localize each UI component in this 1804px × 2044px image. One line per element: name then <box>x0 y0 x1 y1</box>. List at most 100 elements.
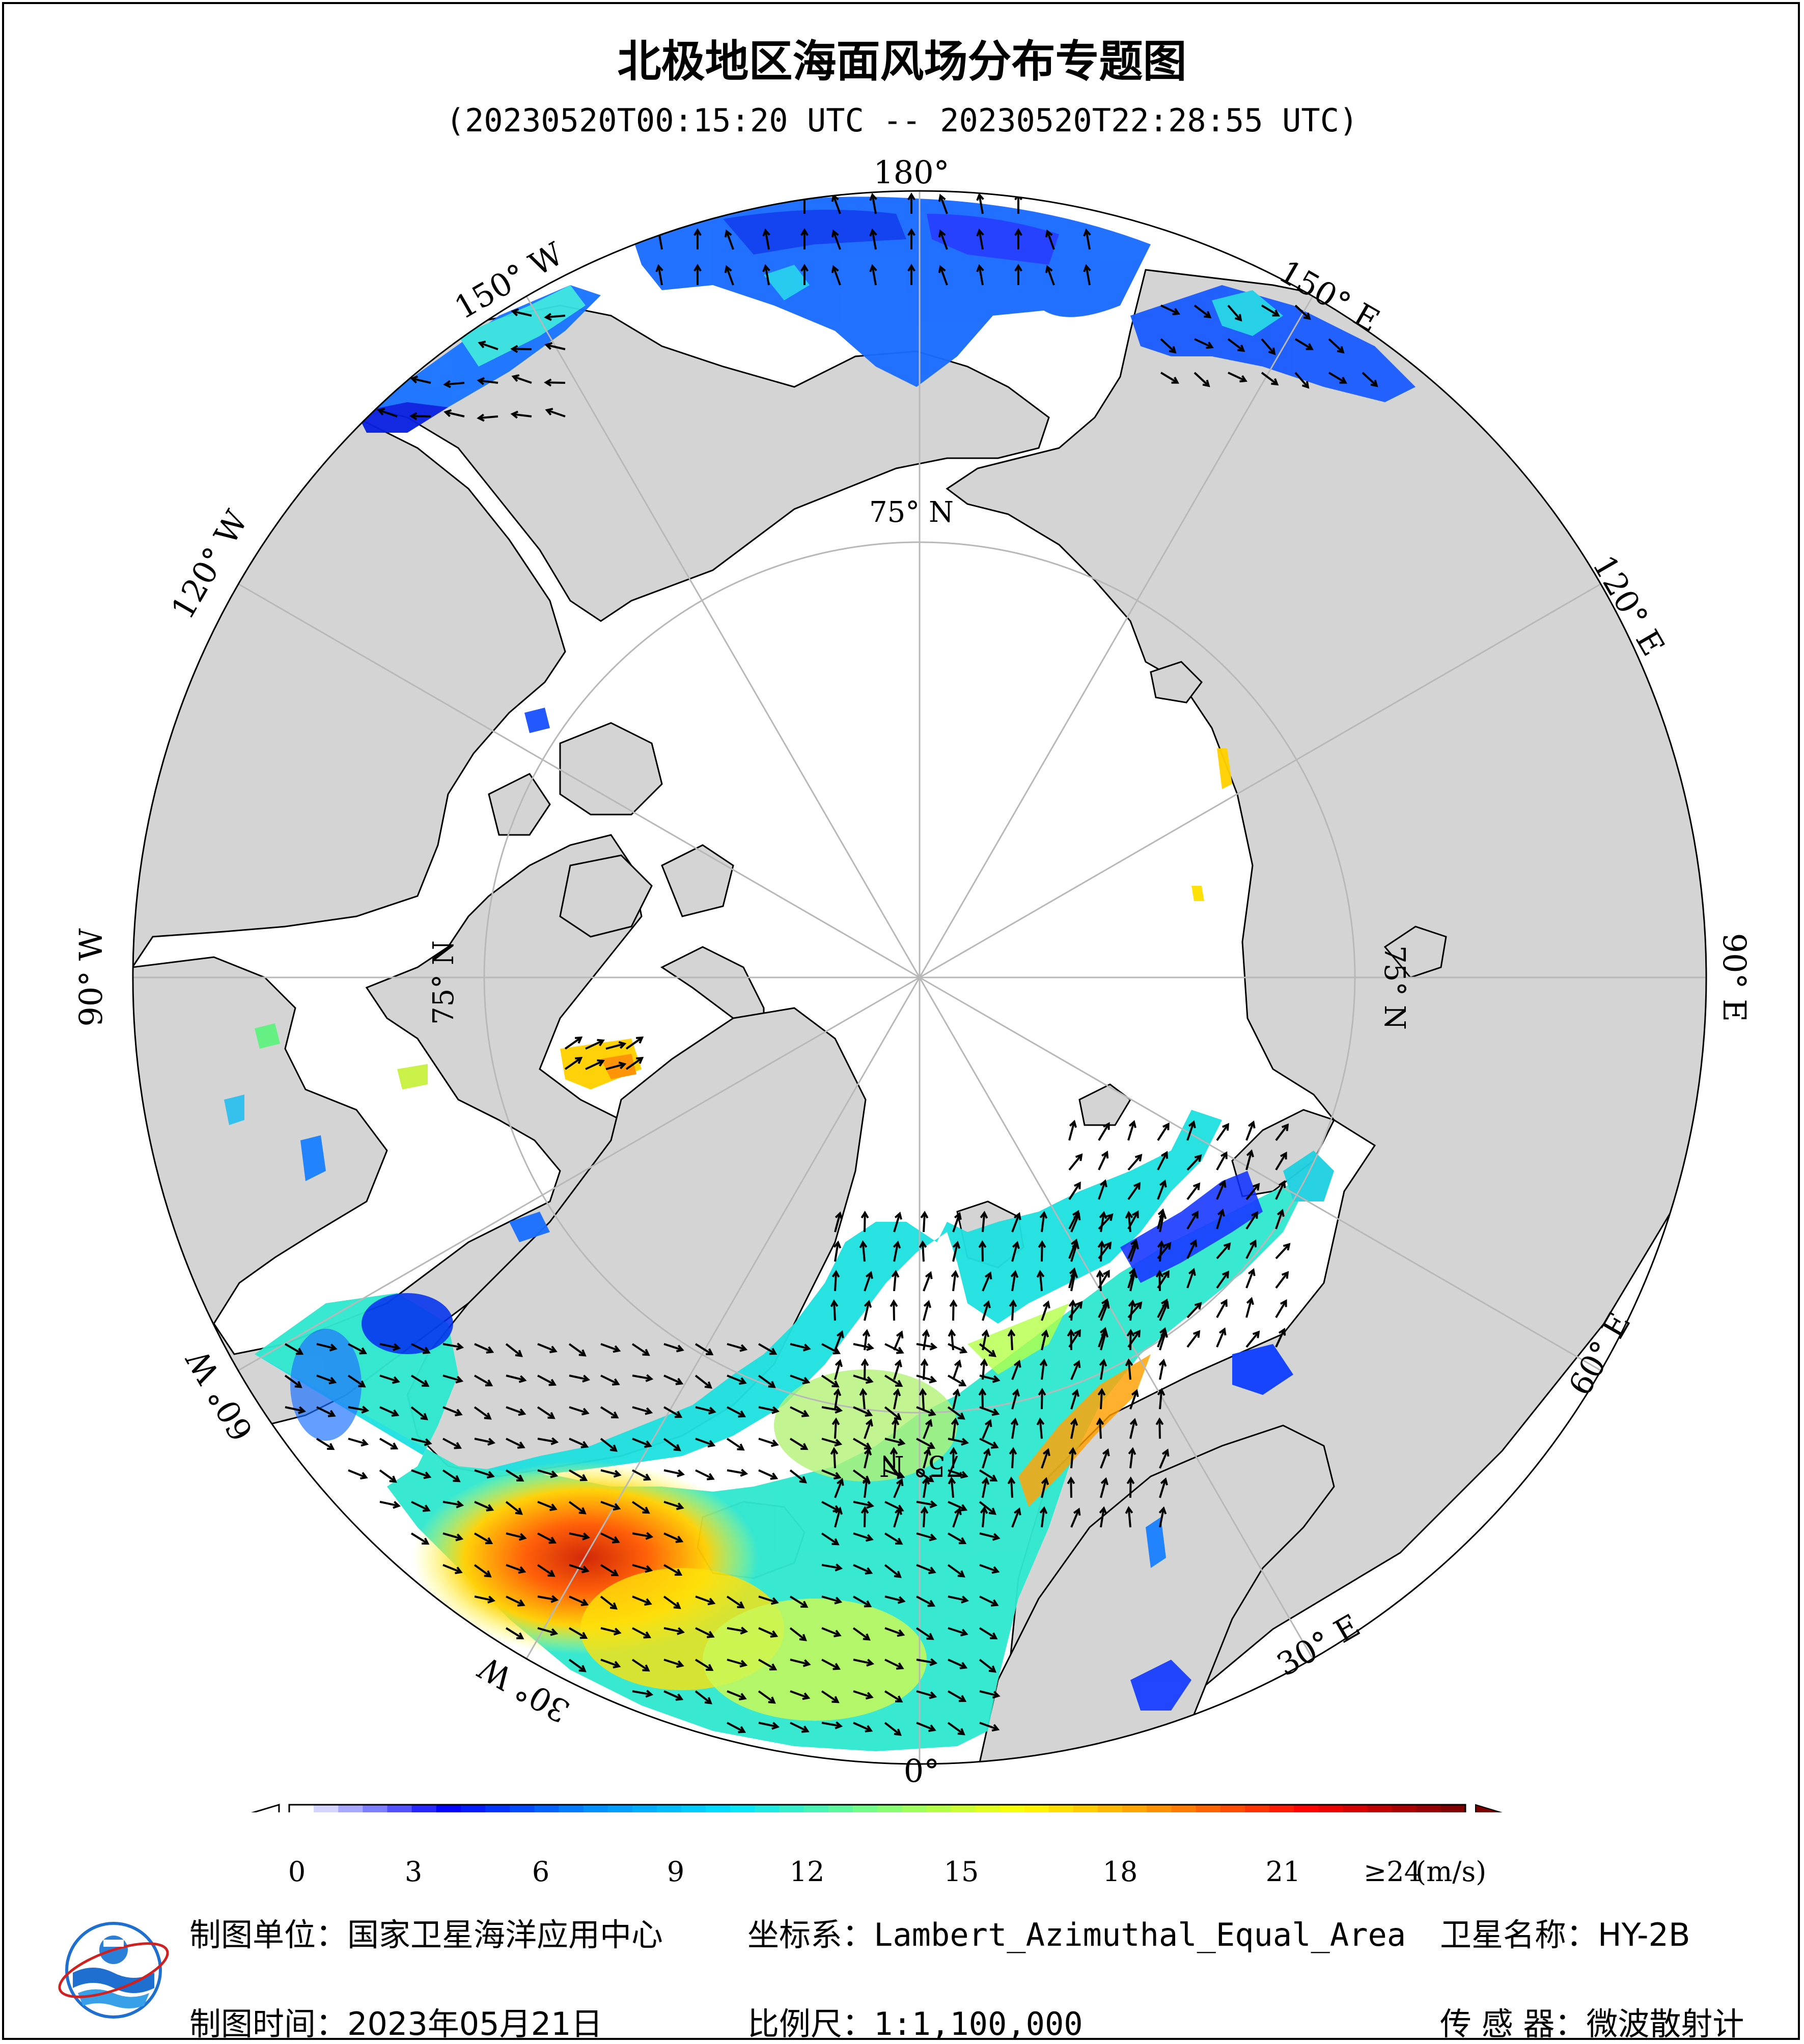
wind-arrow-head <box>1042 1300 1050 1309</box>
colorbar-cell <box>1269 1805 1295 1812</box>
wind-arrow <box>632 1595 651 1605</box>
wind-arrow-head <box>578 1349 587 1357</box>
wind-arrow <box>952 1508 961 1528</box>
wind-arrow <box>1216 1329 1226 1348</box>
wind-arrow <box>1160 338 1176 353</box>
colorbar-cell <box>510 1805 535 1812</box>
wind-arrow-head <box>983 1300 991 1308</box>
wind-arrow <box>632 1532 652 1538</box>
wind-arrow <box>1328 372 1346 384</box>
wind-arrow-head <box>579 1474 588 1481</box>
wind-arrow-head <box>485 1379 493 1387</box>
wind-arrow-head <box>920 1211 929 1219</box>
wind-arrow-head <box>835 1406 843 1414</box>
wind-arrow <box>884 1690 902 1702</box>
wind-arrow-head <box>1128 1267 1136 1276</box>
footer-satellite: 卫星名称：HY-2B <box>1440 1909 1690 1955</box>
wind-arrow <box>600 1375 619 1385</box>
wind-arrow <box>1039 1271 1043 1292</box>
wind-arrow-head <box>1014 228 1022 236</box>
wind-arrow-head <box>645 1690 654 1698</box>
wind-arrow-head <box>1125 1358 1133 1366</box>
wind-arrow-head <box>802 1377 811 1385</box>
wind-arrow <box>1186 1212 1199 1230</box>
wind-arrow <box>982 1420 991 1439</box>
wind-arrow-head <box>1280 1152 1287 1160</box>
colorbar-cell <box>632 1805 657 1812</box>
cbar-tick-12: 12 <box>789 1856 825 1888</box>
wind-arrow-head <box>800 228 809 236</box>
wind-arrow <box>790 1406 809 1417</box>
wind-arrow-head <box>907 264 915 272</box>
wind-arrow-head <box>673 1444 681 1451</box>
wind-arrow <box>474 1501 493 1511</box>
wind-arrow <box>893 1242 899 1262</box>
wind-arrow-head <box>597 1059 605 1067</box>
wind-arrow <box>923 1272 932 1292</box>
wind-arrow <box>790 1722 809 1732</box>
wind-arrow-head <box>550 1628 559 1636</box>
wind-arrow-head <box>1239 375 1247 383</box>
wind-arrow-head <box>1159 1327 1167 1335</box>
wind-arrow <box>979 1627 997 1639</box>
wind-arrow-head <box>518 1566 526 1574</box>
wind-arrow-head <box>831 1538 840 1546</box>
colorbar-over-arrow <box>1475 1804 1503 1812</box>
wind-arrow <box>939 266 948 286</box>
wind-arrow-head <box>1099 1358 1107 1367</box>
wind-arrow <box>1011 1272 1016 1292</box>
wind-arrow-head <box>957 1570 965 1578</box>
wind-arrow <box>1158 1271 1161 1292</box>
wind-arrow <box>1129 1301 1134 1321</box>
wind-arrow-head <box>1194 1154 1202 1162</box>
wind-arrow-head <box>1272 310 1280 317</box>
wind-arrow-head <box>655 264 663 272</box>
wind-arrow <box>1127 1507 1131 1528</box>
wind-arrow <box>979 1438 998 1448</box>
wind-arrow <box>834 1271 837 1292</box>
wind-arrow <box>1041 1360 1045 1380</box>
wind-arrow <box>1194 338 1213 348</box>
wind-arrow <box>505 1627 523 1639</box>
wind-arrow-head <box>894 1359 902 1367</box>
wind-arrow-head <box>862 1476 871 1485</box>
wind-arrow <box>1158 1419 1161 1439</box>
wind-arrow <box>1129 1478 1132 1498</box>
wind-arrow <box>632 1690 652 1696</box>
wind-arrow-head <box>831 265 839 273</box>
wind-arrow <box>379 1438 397 1449</box>
wind-arrow-head <box>1039 1358 1048 1367</box>
wind-arrow <box>1041 1478 1047 1498</box>
wind-arrow <box>600 1438 617 1451</box>
wind-arrow <box>852 1438 871 1449</box>
wind-arrow <box>893 1332 903 1351</box>
wind-arrow-head <box>1217 1208 1225 1217</box>
wind-arrow <box>663 1375 682 1385</box>
footer-scale: 比例尺：1:1,100,000 <box>747 1998 1083 2044</box>
wind-arrow-head <box>863 1633 871 1641</box>
wind-arrow-head <box>706 1664 714 1671</box>
wind-arrow-head <box>643 1473 652 1481</box>
wind-arrow <box>1129 1243 1138 1262</box>
wind-arrow-head <box>1268 347 1276 355</box>
wind-arrow-head <box>1069 1119 1077 1128</box>
wind-arrow-head <box>869 192 877 201</box>
wind-arrow-head <box>834 1630 842 1638</box>
wind-arrow-head <box>1163 1242 1172 1250</box>
wind-arrow-head <box>613 1503 621 1511</box>
wind-arrow-head <box>923 1447 932 1456</box>
wind-arrow-head <box>770 1630 779 1638</box>
wind-arrow <box>1275 1181 1285 1200</box>
wind-arrow <box>569 1438 588 1448</box>
date-value: 2023年05月21日 <box>347 2005 603 2042</box>
wind-arrow <box>1127 1240 1137 1259</box>
wind-arrow-head <box>580 1441 589 1448</box>
wind-arrow <box>916 1438 934 1449</box>
wind-arrow-head <box>708 1407 716 1415</box>
wind-arrow-head <box>359 1347 368 1355</box>
wind-arrow-head <box>954 1507 962 1516</box>
wind-arrow-head <box>478 341 486 349</box>
wind-arrow <box>923 1449 930 1469</box>
lon-label-90e: 90° E <box>1716 933 1753 1022</box>
wind-arrow <box>474 1469 493 1477</box>
